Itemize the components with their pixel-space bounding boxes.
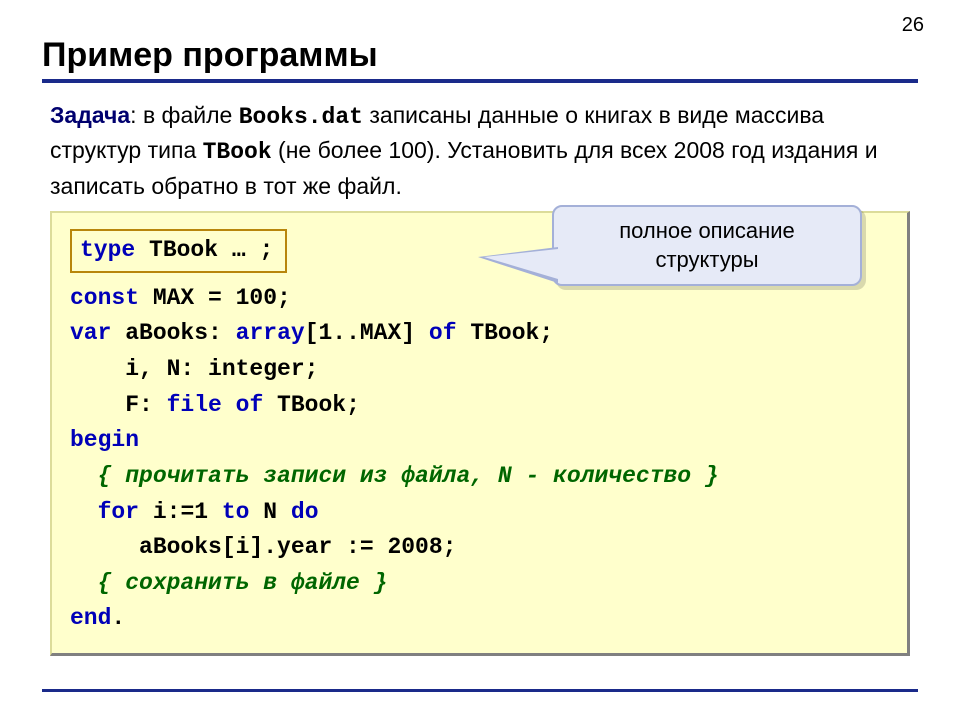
code-area: type TBook … ; const MAX = 100; var aBoo…	[50, 211, 910, 656]
kw-var: var	[70, 320, 111, 346]
kw-for: for	[98, 499, 139, 525]
code-line-5: begin	[70, 423, 889, 459]
task-filename: Books.dat	[239, 104, 363, 130]
slide-content: Пример программы Задача: в файле Books.d…	[0, 0, 960, 656]
var-abooks: aBooks:	[111, 320, 235, 346]
page-number: 26	[902, 14, 924, 37]
title-underline	[42, 79, 918, 83]
code-line-1: const MAX = 100;	[70, 281, 889, 317]
for-limit: N	[249, 499, 290, 525]
code-line-4: F: file of TBook;	[70, 388, 889, 424]
kw-do: do	[291, 499, 319, 525]
kw-begin: begin	[70, 427, 139, 453]
kw-type: type	[80, 237, 135, 263]
kw-fileof: file of	[167, 392, 264, 418]
file-type: TBook;	[263, 392, 360, 418]
comment-read: { прочитать записи из файла, N - количес…	[98, 463, 719, 489]
code-line-7: for i:=1 to N do	[70, 495, 889, 531]
const-decl: MAX = 100;	[139, 285, 291, 311]
code-line-6: { прочитать записи из файла, N - количес…	[70, 459, 889, 495]
code-line-9: { сохранить в файле }	[70, 566, 889, 602]
callout-box: полное описание структуры	[552, 205, 862, 286]
code-line-3: i, N: integer;	[70, 352, 889, 388]
task-typename: TBook	[203, 139, 272, 165]
task-prefix: : в файле	[130, 102, 239, 128]
l4-indent: F:	[70, 392, 167, 418]
for-init: i:=1	[139, 499, 222, 525]
l9-indent	[70, 570, 98, 596]
end-dot: .	[111, 605, 125, 631]
kw-end: end	[70, 605, 111, 631]
task-label: Задача	[50, 102, 130, 128]
comment-save: { сохранить в файле }	[98, 570, 388, 596]
l7-indent	[70, 499, 98, 525]
code-line-8: aBooks[i].year := 2008;	[70, 530, 889, 566]
array-type: TBook;	[457, 320, 554, 346]
slide-title: Пример программы	[42, 36, 918, 75]
l6-indent	[70, 463, 98, 489]
kw-to: to	[222, 499, 250, 525]
code-line-2: var aBooks: array[1..MAX] of TBook;	[70, 316, 889, 352]
task-text: Задача: в файле Books.dat записаны данны…	[42, 99, 918, 203]
kw-array: array	[236, 320, 305, 346]
code-line-10: end.	[70, 601, 889, 637]
kw-const: const	[70, 285, 139, 311]
type-rest: TBook … ;	[135, 237, 273, 263]
kw-of-1: of	[429, 320, 457, 346]
type-declaration-box: type TBook … ;	[70, 229, 287, 273]
array-range: [1..MAX]	[305, 320, 429, 346]
footer-line	[42, 689, 918, 692]
